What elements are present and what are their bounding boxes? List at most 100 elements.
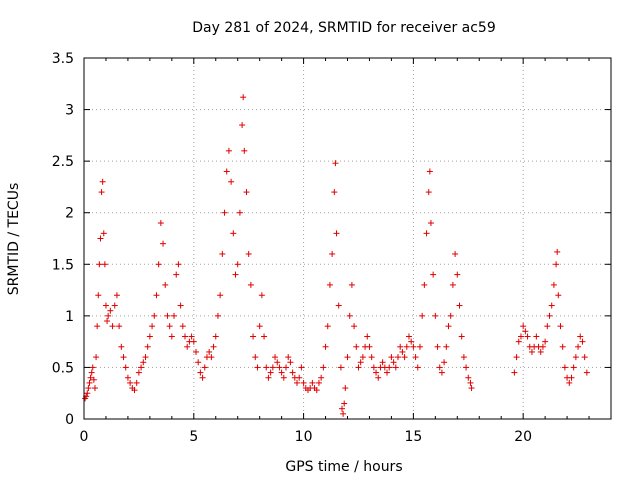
data-point xyxy=(570,364,577,371)
data-point xyxy=(254,364,261,371)
data-point xyxy=(414,364,421,371)
data-point xyxy=(287,359,294,366)
data-point xyxy=(575,343,582,350)
data-point xyxy=(456,302,463,309)
data-point xyxy=(408,338,415,345)
data-point xyxy=(285,354,292,361)
data-point xyxy=(87,374,94,381)
x-tick-label: 10 xyxy=(295,429,313,445)
x-tick-label: 0 xyxy=(80,429,89,445)
data-point xyxy=(401,354,408,361)
data-point xyxy=(346,312,353,319)
data-point xyxy=(243,189,250,196)
data-point xyxy=(157,220,164,227)
data-point xyxy=(155,261,162,268)
data-point xyxy=(283,364,290,371)
data-point xyxy=(164,312,171,319)
data-point xyxy=(329,250,336,257)
data-point xyxy=(190,338,197,345)
data-point xyxy=(395,354,402,361)
y-tick-label: 1 xyxy=(65,309,74,325)
data-point xyxy=(449,281,456,288)
data-point xyxy=(107,307,114,314)
data-point xyxy=(542,338,549,345)
data-point xyxy=(388,354,395,361)
data-point xyxy=(269,364,276,371)
x-tick-label: 20 xyxy=(514,429,532,445)
data-point xyxy=(300,379,307,386)
data-point xyxy=(93,354,100,361)
data-point xyxy=(326,281,333,288)
data-point xyxy=(146,333,153,340)
data-point xyxy=(230,230,237,237)
data-point xyxy=(341,400,348,407)
data-point xyxy=(546,312,553,319)
data-point xyxy=(149,323,156,330)
data-point xyxy=(298,364,305,371)
data-point xyxy=(267,369,274,376)
data-point xyxy=(239,122,246,129)
data-point xyxy=(223,168,230,175)
data-point xyxy=(177,302,184,309)
data-point xyxy=(351,323,358,330)
data-point xyxy=(559,343,566,350)
data-point xyxy=(399,348,406,355)
data-point xyxy=(94,323,101,330)
data-point xyxy=(513,354,520,361)
data-point xyxy=(373,369,380,376)
data-point xyxy=(445,323,452,330)
data-point xyxy=(436,364,443,371)
data-point xyxy=(232,271,239,278)
x-axis-label: GPS time / hours xyxy=(285,459,402,475)
data-point xyxy=(109,323,116,330)
data-point xyxy=(386,364,393,371)
data-point xyxy=(320,364,327,371)
data-point xyxy=(357,359,364,366)
y-tick-label: 2 xyxy=(65,206,74,222)
data-point xyxy=(452,250,459,257)
data-point xyxy=(241,147,248,154)
data-point xyxy=(463,364,470,371)
data-point xyxy=(228,178,235,185)
data-point xyxy=(309,379,316,386)
data-point xyxy=(441,359,448,366)
data-point xyxy=(555,292,562,299)
data-point xyxy=(544,323,551,330)
data-point xyxy=(318,374,325,381)
data-point xyxy=(138,364,145,371)
data-point xyxy=(118,343,125,350)
data-point xyxy=(522,328,529,335)
data-point xyxy=(405,333,412,340)
data-point xyxy=(182,333,189,340)
y-axis-label: SRMTID / TECUs xyxy=(6,183,22,296)
data-point xyxy=(89,364,96,371)
data-point xyxy=(252,354,259,361)
data-point xyxy=(515,338,522,345)
data-point xyxy=(533,333,540,340)
data-point xyxy=(511,369,518,376)
data-point xyxy=(102,302,109,309)
data-point xyxy=(332,160,339,167)
data-point xyxy=(175,261,182,268)
data-point xyxy=(98,189,105,196)
data-point xyxy=(366,343,373,350)
data-point xyxy=(524,333,531,340)
data-point xyxy=(427,220,434,227)
data-point xyxy=(348,281,355,288)
data-point xyxy=(199,374,206,381)
data-point xyxy=(550,281,557,288)
data-point xyxy=(97,235,104,242)
data-point xyxy=(276,364,283,371)
data-point xyxy=(465,374,472,381)
data-point xyxy=(335,302,342,309)
data-point xyxy=(384,369,391,376)
data-point xyxy=(99,178,106,185)
data-point xyxy=(331,189,338,196)
data-point xyxy=(171,312,178,319)
data-point xyxy=(315,379,322,386)
data-point xyxy=(410,343,417,350)
data-point xyxy=(419,312,426,319)
y-tick-label: 0.5 xyxy=(52,360,74,376)
data-point xyxy=(105,312,112,319)
data-point xyxy=(434,343,441,350)
